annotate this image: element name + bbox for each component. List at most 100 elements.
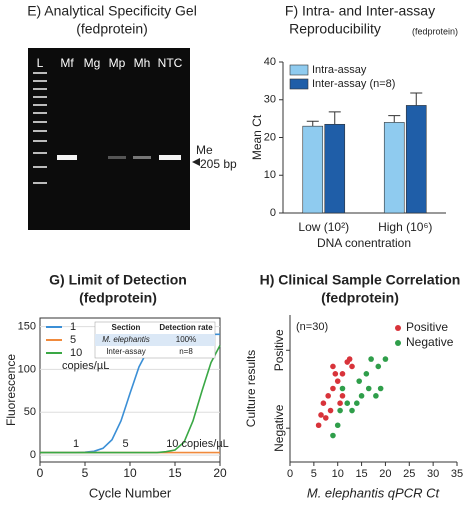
table-cell: Inter-assay	[106, 347, 146, 356]
legend-label: 1	[70, 321, 76, 333]
point	[327, 407, 334, 414]
error-bar	[328, 111, 341, 125]
x-tick-label: 10	[123, 466, 137, 480]
point	[334, 378, 341, 384]
panel-title: G) Limit of Detection	[49, 272, 187, 288]
point	[356, 378, 362, 384]
point	[382, 356, 389, 362]
point	[344, 400, 351, 407]
band-size: 205 bp	[200, 157, 237, 171]
y-tick-label: 150	[18, 320, 36, 332]
point	[339, 371, 346, 377]
point	[315, 422, 322, 429]
x-tick-label: Low (10²)	[298, 220, 349, 234]
legend-note: copies/µL	[62, 360, 109, 372]
bar	[383, 122, 405, 214]
curve	[40, 345, 221, 454]
panel-subtitle: Reproducibility	[289, 21, 381, 37]
y-tick-label: 20	[264, 131, 276, 143]
x-axis-label: M. elephantis qPCR Ct	[307, 485, 441, 500]
x-axis-label: DNA conentration	[317, 236, 411, 250]
y-axis-label: Culture results	[244, 350, 258, 427]
y-tick-label: 30	[264, 94, 276, 106]
lane-label: Mp	[109, 56, 126, 70]
inset-highlight	[95, 334, 215, 346]
panel-subtitle: (fedprotein)	[79, 290, 157, 306]
y-tick-label: 50	[24, 406, 36, 418]
lane-label: Mf	[60, 56, 74, 70]
point	[377, 385, 384, 392]
table-header: Detection rate	[159, 323, 213, 332]
lane-label: NTC	[158, 56, 183, 70]
point	[332, 371, 339, 377]
panel-subtitle: (fedprotein)	[76, 21, 148, 37]
curve-annotation: 10 copies/µL	[166, 438, 229, 450]
x-tick-label: 20	[213, 466, 227, 480]
point	[358, 393, 365, 399]
x-tick-label: 0	[37, 466, 44, 480]
point	[339, 385, 346, 392]
band-arrow	[192, 158, 200, 166]
error-bar	[388, 115, 401, 123]
point	[334, 422, 341, 429]
point	[363, 371, 370, 377]
legend-swatch	[289, 64, 309, 76]
point	[368, 356, 374, 362]
gel-image	[28, 48, 190, 230]
x-tick-label: 15	[168, 466, 182, 480]
curve-annotation: 5	[122, 438, 128, 450]
table-cell: n=8	[179, 347, 193, 356]
point	[373, 393, 379, 399]
x-tick-label: 5	[311, 468, 317, 480]
point	[365, 385, 372, 392]
x-tick-label: 25	[403, 468, 415, 480]
legend-marker	[395, 325, 401, 331]
bar	[405, 105, 427, 214]
curve-annotation: 1	[73, 438, 79, 450]
point	[349, 363, 355, 370]
y-axis-label: Fluorescence	[4, 354, 18, 426]
point	[318, 412, 324, 418]
y-tick-label: 10	[264, 169, 276, 181]
point	[322, 415, 329, 421]
table-cell: 100%	[176, 335, 196, 344]
panel-title: F) Intra- and Inter-assay	[285, 3, 435, 19]
y-tick-label: Positive	[272, 329, 286, 371]
x-tick-label: 5	[82, 466, 89, 480]
point	[349, 407, 355, 414]
y-axis-label: Mean Ct	[250, 114, 264, 160]
y-tick-label: Negative	[272, 404, 286, 452]
lane-label: Mh	[134, 56, 151, 70]
y-tick-label: 40	[264, 56, 276, 68]
point	[354, 400, 360, 407]
x-tick-label: 0	[287, 468, 293, 480]
y-tick-label: 0	[30, 449, 36, 461]
ladder	[33, 72, 47, 184]
bar	[302, 125, 324, 214]
table-header: Section	[112, 323, 141, 332]
point	[337, 407, 343, 414]
legend-label: 5	[70, 334, 76, 346]
legend-label: Intra-assay	[312, 64, 367, 76]
sample-count: (n=30)	[296, 321, 328, 333]
x-tick-label: 10	[332, 468, 344, 480]
point	[330, 432, 336, 439]
point	[339, 393, 346, 399]
x-tick-label: High (10⁶)	[378, 220, 432, 234]
point	[330, 385, 336, 392]
x-axis-label: Cycle Number	[89, 485, 172, 500]
point	[330, 363, 336, 370]
bar	[324, 123, 346, 214]
x-tick-label: 30	[427, 468, 439, 480]
panel-title: H) Clinical Sample Correlation	[260, 272, 461, 288]
point	[320, 400, 327, 407]
lane-label: L	[37, 56, 44, 70]
x-tick-label: 20	[379, 468, 391, 480]
legend-label: Inter-assay (n=8)	[312, 78, 395, 90]
point	[346, 356, 353, 362]
point	[325, 393, 331, 399]
legend-label: Negative	[406, 335, 454, 349]
error-bar	[306, 120, 319, 127]
point	[337, 400, 343, 407]
panel-note: (fedprotein)	[412, 26, 458, 36]
